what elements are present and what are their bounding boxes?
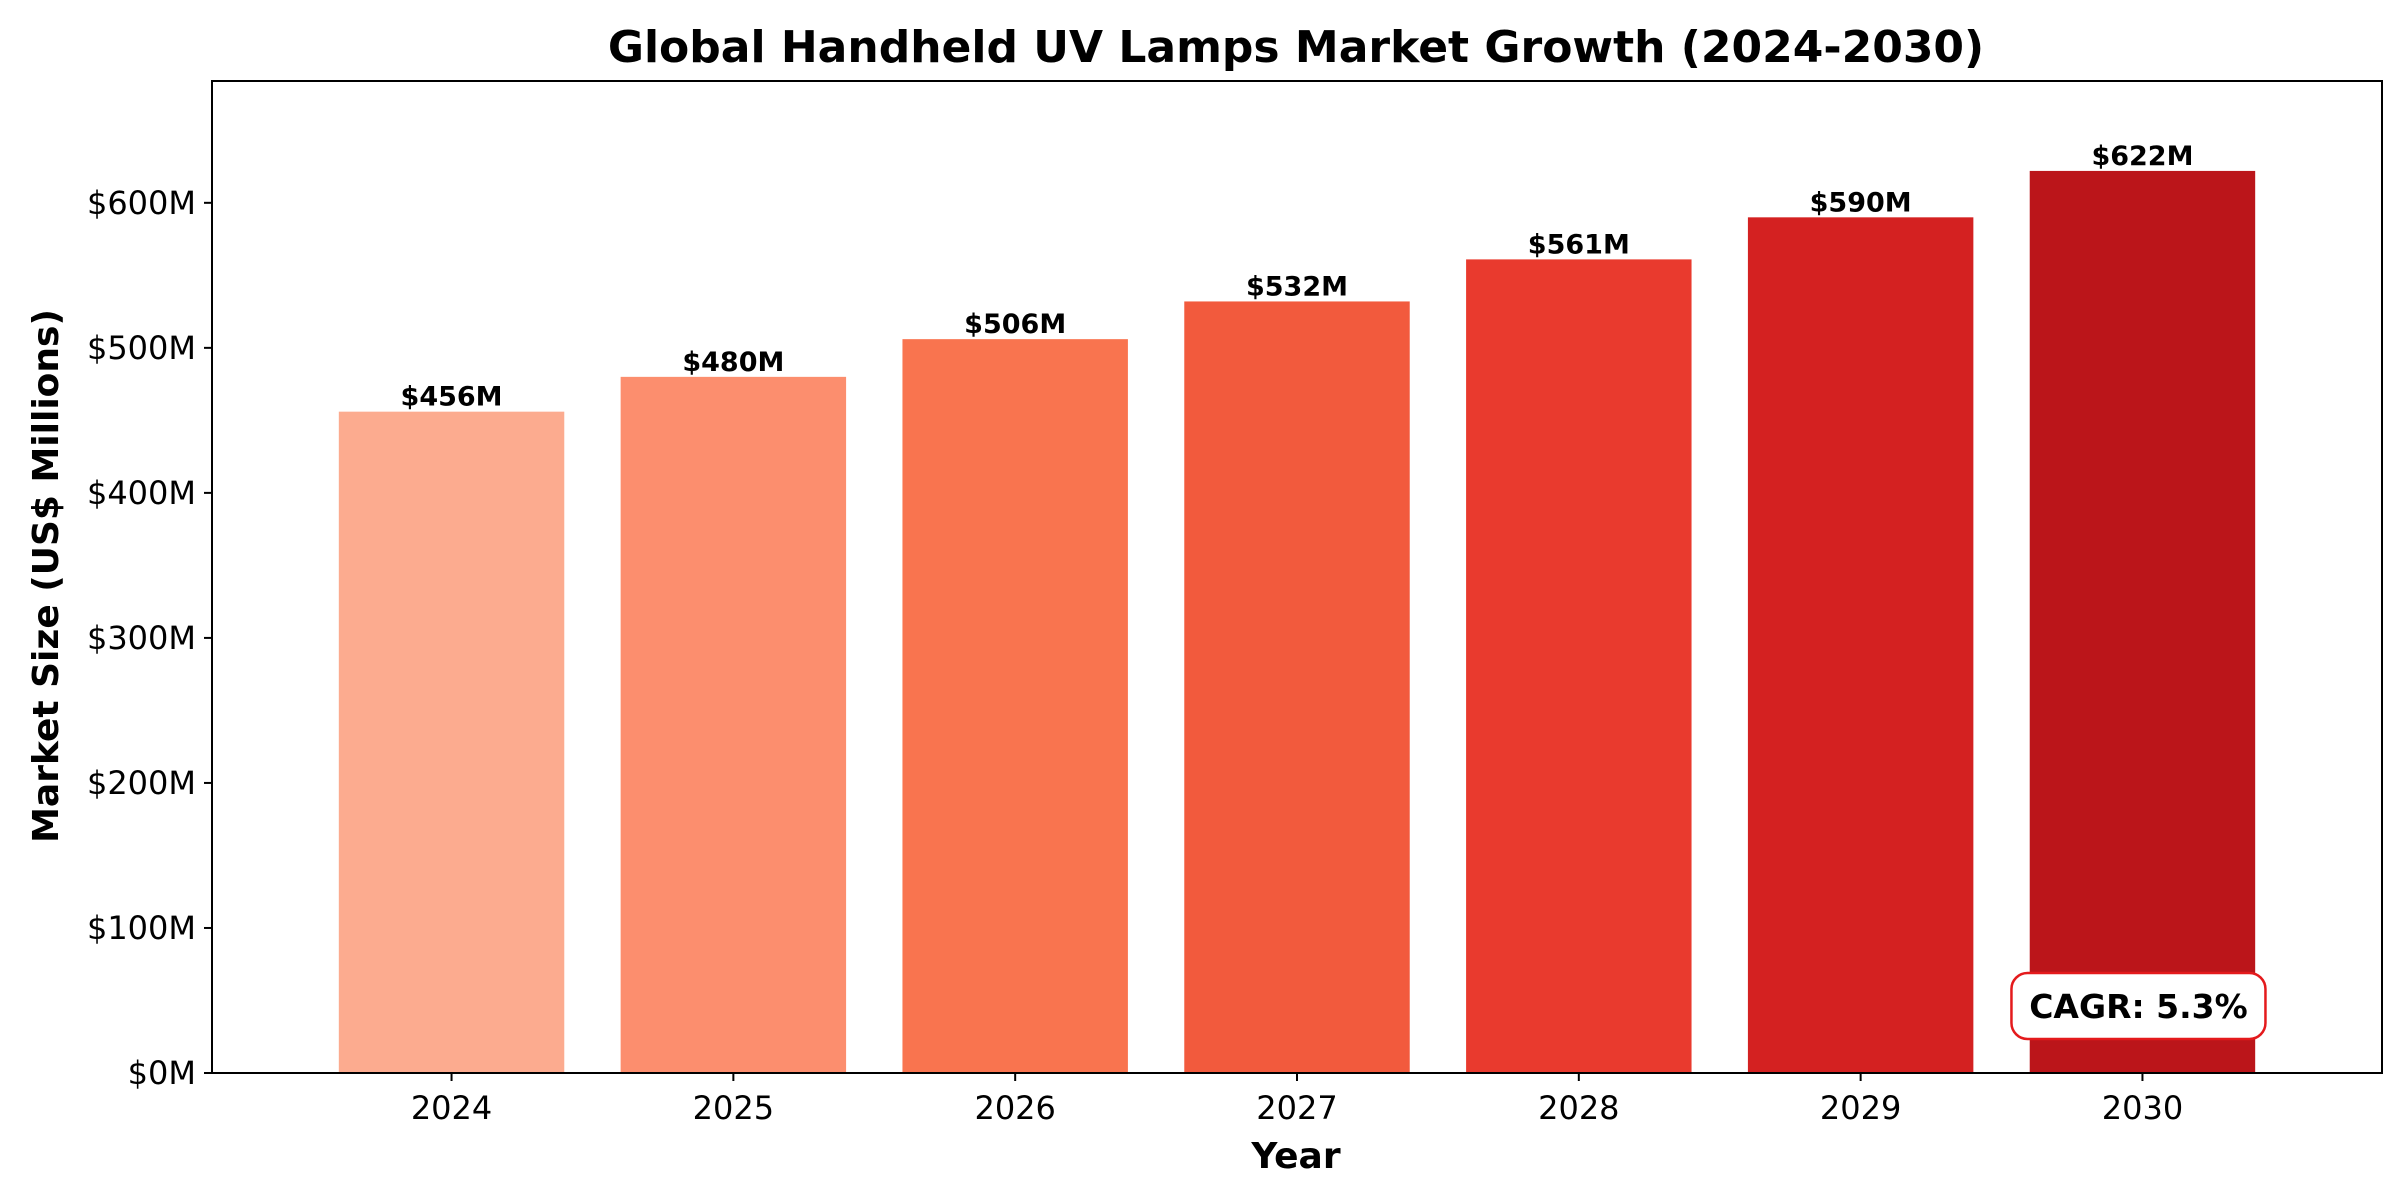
bar-2025: [620, 376, 847, 1074]
bar-2030: [2029, 170, 2256, 1074]
x-tick-label: 2029: [1820, 1089, 1901, 1127]
x-tick-label: 2024: [411, 1089, 492, 1127]
x-axis-label: Year: [1250, 1136, 1340, 1177]
y-tick-label: $0M: [128, 1054, 196, 1092]
data-label-2025: $480M: [682, 347, 784, 378]
chart-title: Global Handheld UV Lamps Market Growth (…: [608, 22, 1984, 73]
x-tick-label: 2026: [974, 1089, 1055, 1127]
y-axis-ticks: $0M $100M $200M $300M $400M $500M $600M: [87, 184, 212, 1092]
x-tick-label: 2025: [693, 1089, 774, 1127]
data-label-2024: $456M: [401, 382, 503, 413]
data-label-2026: $506M: [964, 309, 1066, 340]
data-label-2030: $622M: [2091, 141, 2193, 172]
data-label-2028: $561M: [1528, 229, 1630, 260]
y-tick-label: $500M: [87, 329, 196, 367]
y-tick-label: $300M: [87, 619, 196, 657]
y-tick-label: $100M: [87, 909, 196, 947]
cagr-box: [2010, 971, 2267, 1041]
x-tick-label: 2028: [1538, 1089, 1619, 1127]
y-axis-label: Market Size (US$ Millions): [26, 309, 67, 843]
bar-2028: [1466, 259, 1692, 1073]
cagr-annotation: CAGR: 5.3%: [2010, 971, 2267, 1041]
bar-2027: [1184, 301, 1410, 1073]
plot-frame: [211, 80, 2383, 1074]
y-tick-label: $400M: [87, 474, 196, 512]
data-label-2029: $590M: [1810, 187, 1912, 218]
cagr-label: CAGR: 5.3%: [2029, 987, 2247, 1026]
bar-2024: [338, 411, 565, 1074]
bars-layer: [338, 170, 2256, 1074]
y-tick-label: $600M: [87, 184, 196, 222]
x-tick-label: 2027: [1256, 1089, 1337, 1127]
bar-2026: [902, 339, 1128, 1073]
data-labels-layer: $456M $480M $506M $532M $561M $590M $622M: [401, 141, 2194, 413]
data-label-2027: $532M: [1246, 271, 1348, 302]
y-tick-label: $200M: [87, 764, 196, 802]
x-axis-ticks: 2024 2025 2026 2027 2028 2029 2030: [411, 1073, 2183, 1127]
bar-2029: [1747, 217, 1974, 1073]
x-tick-label: 2030: [2102, 1089, 2183, 1127]
